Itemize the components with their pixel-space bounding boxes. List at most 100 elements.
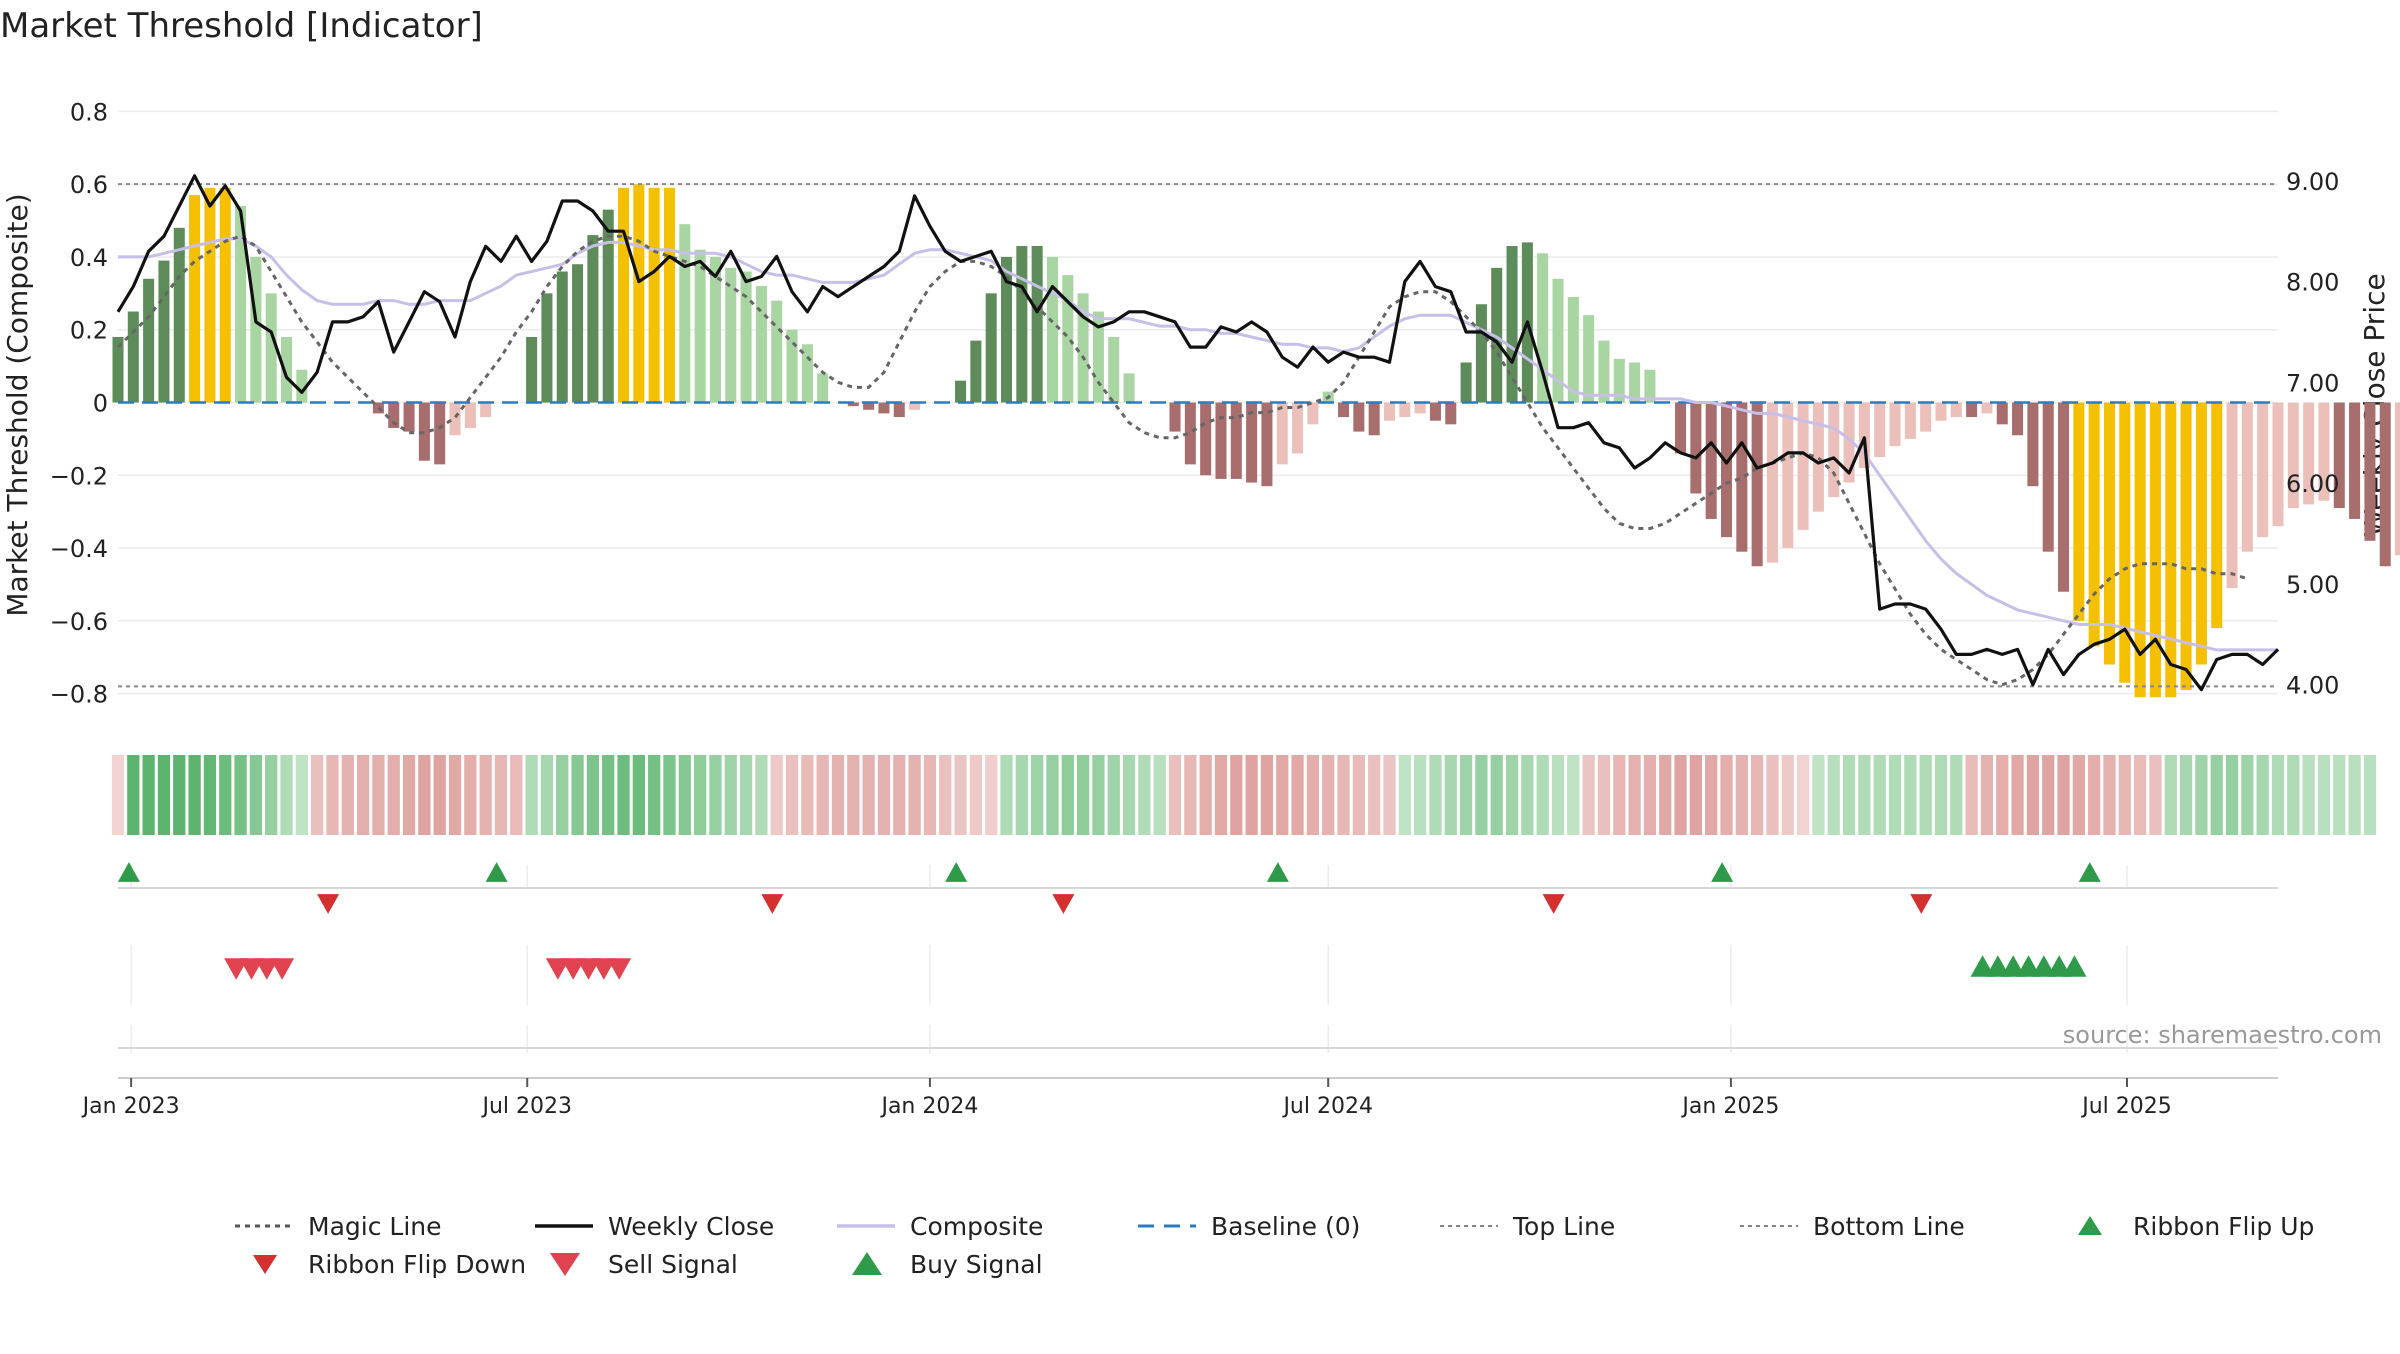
ribbon-cell bbox=[1965, 755, 1978, 835]
ribbon-cell bbox=[801, 755, 814, 835]
x-axis: Jan 2023 Jul 2023 Jan 2024 Jul 2024 Jan 2025… bbox=[81, 1077, 2278, 1119]
threshold-bar bbox=[1797, 402, 1809, 530]
ribbon-cell bbox=[234, 755, 247, 835]
threshold-bar bbox=[2165, 402, 2177, 698]
legend-item: Buy Signal bbox=[852, 1250, 1043, 1279]
ribbon-cell bbox=[142, 755, 155, 835]
legend-item: Top Line bbox=[1440, 1212, 1615, 1241]
ribbon-cell bbox=[2164, 755, 2177, 835]
ribbon-cell bbox=[1674, 755, 1687, 835]
ribbon-cell bbox=[2042, 755, 2055, 835]
ribbon-cell bbox=[1368, 755, 1381, 835]
ribbon-cell bbox=[1643, 755, 1657, 835]
threshold-bar bbox=[1399, 402, 1411, 418]
threshold-bar bbox=[817, 373, 829, 403]
threshold-bar bbox=[1843, 402, 1855, 483]
legend-item: Ribbon Flip Up bbox=[2078, 1212, 2314, 1241]
x-tick-label: Jan 2025 bbox=[1680, 1094, 1779, 1119]
weekly-close-line bbox=[116, 174, 2280, 692]
legend-item: Ribbon Flip Down bbox=[253, 1250, 526, 1279]
ribbon-cell bbox=[1245, 755, 1258, 835]
legend-label: Baseline (0) bbox=[1211, 1212, 1360, 1241]
ribbon-cell bbox=[939, 755, 952, 835]
threshold-bar bbox=[2287, 402, 2299, 509]
ribbon-cell bbox=[433, 755, 446, 835]
threshold-bar bbox=[2180, 402, 2192, 690]
ribbon-cell bbox=[1705, 755, 1718, 835]
threshold-bar bbox=[2027, 402, 2039, 487]
threshold-bar bbox=[2042, 402, 2054, 552]
ribbon-cell bbox=[1858, 755, 1871, 835]
ribbon-cell bbox=[2317, 755, 2331, 835]
ribbon-cell bbox=[694, 755, 707, 835]
threshold-bar bbox=[2149, 402, 2161, 698]
ribbon-cell bbox=[1138, 755, 1151, 835]
ribbon-cell bbox=[663, 755, 676, 835]
ribbon-cell bbox=[1414, 755, 1427, 835]
threshold-bar bbox=[587, 235, 599, 403]
ribbon-cell bbox=[1888, 755, 1902, 835]
ribbon-cell bbox=[2149, 755, 2162, 835]
ribbon-cell bbox=[1720, 755, 1733, 835]
buy-signal-marker bbox=[2001, 955, 2026, 977]
y-tick-label-left: −0.8 bbox=[50, 681, 108, 709]
sell-signal-marker bbox=[591, 958, 616, 980]
threshold-bar bbox=[1537, 253, 1549, 403]
ribbon-cell bbox=[173, 755, 186, 835]
threshold-bar bbox=[2272, 402, 2284, 527]
threshold-bar bbox=[1077, 293, 1089, 403]
ribbon-cell bbox=[985, 755, 998, 835]
threshold-bar bbox=[1383, 402, 1396, 421]
ribbon-flip-up-marker bbox=[945, 862, 968, 882]
ribbon-cell bbox=[1490, 755, 1503, 835]
threshold-bar bbox=[2395, 402, 2400, 556]
ribbon-cell bbox=[464, 755, 477, 835]
ribbon-cell bbox=[724, 755, 737, 835]
ribbon-cell bbox=[648, 755, 661, 835]
threshold-bar bbox=[602, 209, 614, 403]
threshold-bar bbox=[2241, 402, 2253, 552]
ribbon-cell bbox=[1766, 755, 1779, 835]
ribbon-cell bbox=[586, 755, 600, 835]
ribbon-cell bbox=[862, 755, 875, 835]
threshold-bar bbox=[204, 187, 216, 403]
threshold-bar bbox=[2103, 402, 2116, 665]
threshold-bar bbox=[541, 293, 553, 403]
threshold-bar bbox=[1016, 246, 1028, 403]
buy-signal-marker bbox=[2062, 955, 2087, 977]
threshold-bar bbox=[1598, 340, 1610, 403]
ribbon-cell bbox=[770, 755, 783, 835]
ribbon-cell bbox=[1000, 755, 1013, 835]
ribbon-cell bbox=[602, 755, 615, 835]
ribbon-cell bbox=[1168, 755, 1182, 835]
ribbon-cell bbox=[157, 755, 171, 835]
threshold-bar bbox=[2088, 402, 2100, 647]
legend-item: Magic Line bbox=[235, 1212, 442, 1241]
threshold-bar bbox=[1475, 304, 1487, 403]
threshold-bar bbox=[755, 286, 767, 403]
threshold-bar bbox=[863, 402, 875, 410]
legend-label: Weekly Close bbox=[608, 1212, 774, 1241]
x-tick-label: Jan 2024 bbox=[879, 1094, 978, 1119]
threshold-bar bbox=[1552, 278, 1564, 403]
ribbon-cell bbox=[1536, 755, 1549, 835]
threshold-bar bbox=[1062, 275, 1074, 403]
threshold-bar bbox=[1276, 402, 1288, 465]
ribbon-cell bbox=[1628, 755, 1641, 835]
sell-signal-marker bbox=[607, 958, 632, 980]
ribbon-cell bbox=[1689, 755, 1702, 835]
threshold-bar bbox=[403, 402, 415, 432]
threshold-bar bbox=[694, 249, 706, 403]
threshold-bar bbox=[1720, 402, 1733, 538]
threshold-bar bbox=[786, 329, 798, 403]
ribbon-cell bbox=[632, 755, 645, 835]
ribbon-cell bbox=[1505, 755, 1519, 835]
ribbon-cell bbox=[2072, 755, 2085, 835]
ribbon-cell bbox=[1092, 755, 1105, 835]
ribbon-cell bbox=[1322, 755, 1335, 835]
ribbon-cell bbox=[1842, 755, 1856, 835]
threshold-bar bbox=[449, 402, 461, 436]
ribbon-cell bbox=[1475, 755, 1488, 835]
chart-title: Market Threshold [Indicator] bbox=[0, 6, 483, 46]
x-tick-label: Jul 2024 bbox=[1281, 1094, 1373, 1119]
